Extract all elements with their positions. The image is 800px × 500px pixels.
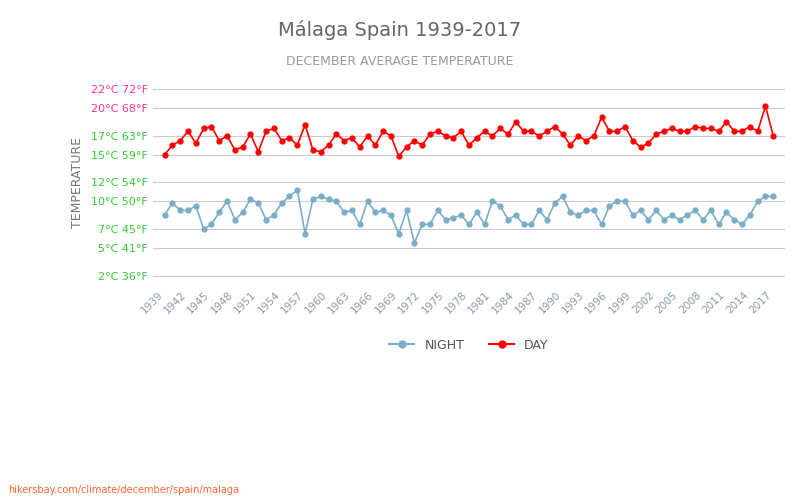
Y-axis label: TEMPERATURE: TEMPERATURE (71, 137, 84, 228)
Text: Málaga Spain 1939-2017: Málaga Spain 1939-2017 (278, 20, 522, 40)
Text: hikersbay.com/climate/december/spain/malaga: hikersbay.com/climate/december/spain/mal… (8, 485, 239, 495)
Legend: NIGHT, DAY: NIGHT, DAY (384, 334, 554, 356)
Text: DECEMBER AVERAGE TEMPERATURE: DECEMBER AVERAGE TEMPERATURE (286, 55, 514, 68)
